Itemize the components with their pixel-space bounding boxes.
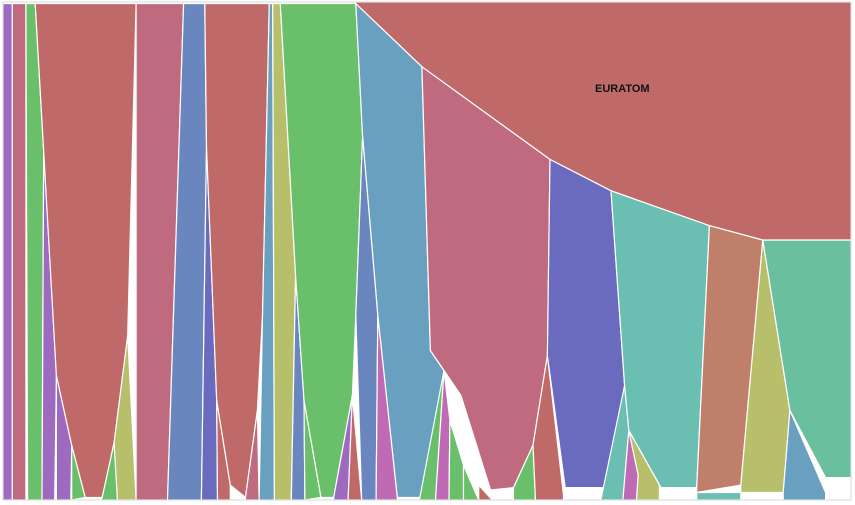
area-segment-29 bbox=[462, 464, 480, 501]
area-segment-2 bbox=[11, 2, 27, 501]
series-label-euratom: EURATOM bbox=[595, 83, 650, 95]
bottom-slivers bbox=[825, 480, 851, 492]
area-segment-43 bbox=[696, 491, 742, 501]
area-segment-7 bbox=[34, 2, 137, 499]
area-segment-1 bbox=[2, 2, 13, 501]
area-segment-28 bbox=[448, 419, 465, 501]
